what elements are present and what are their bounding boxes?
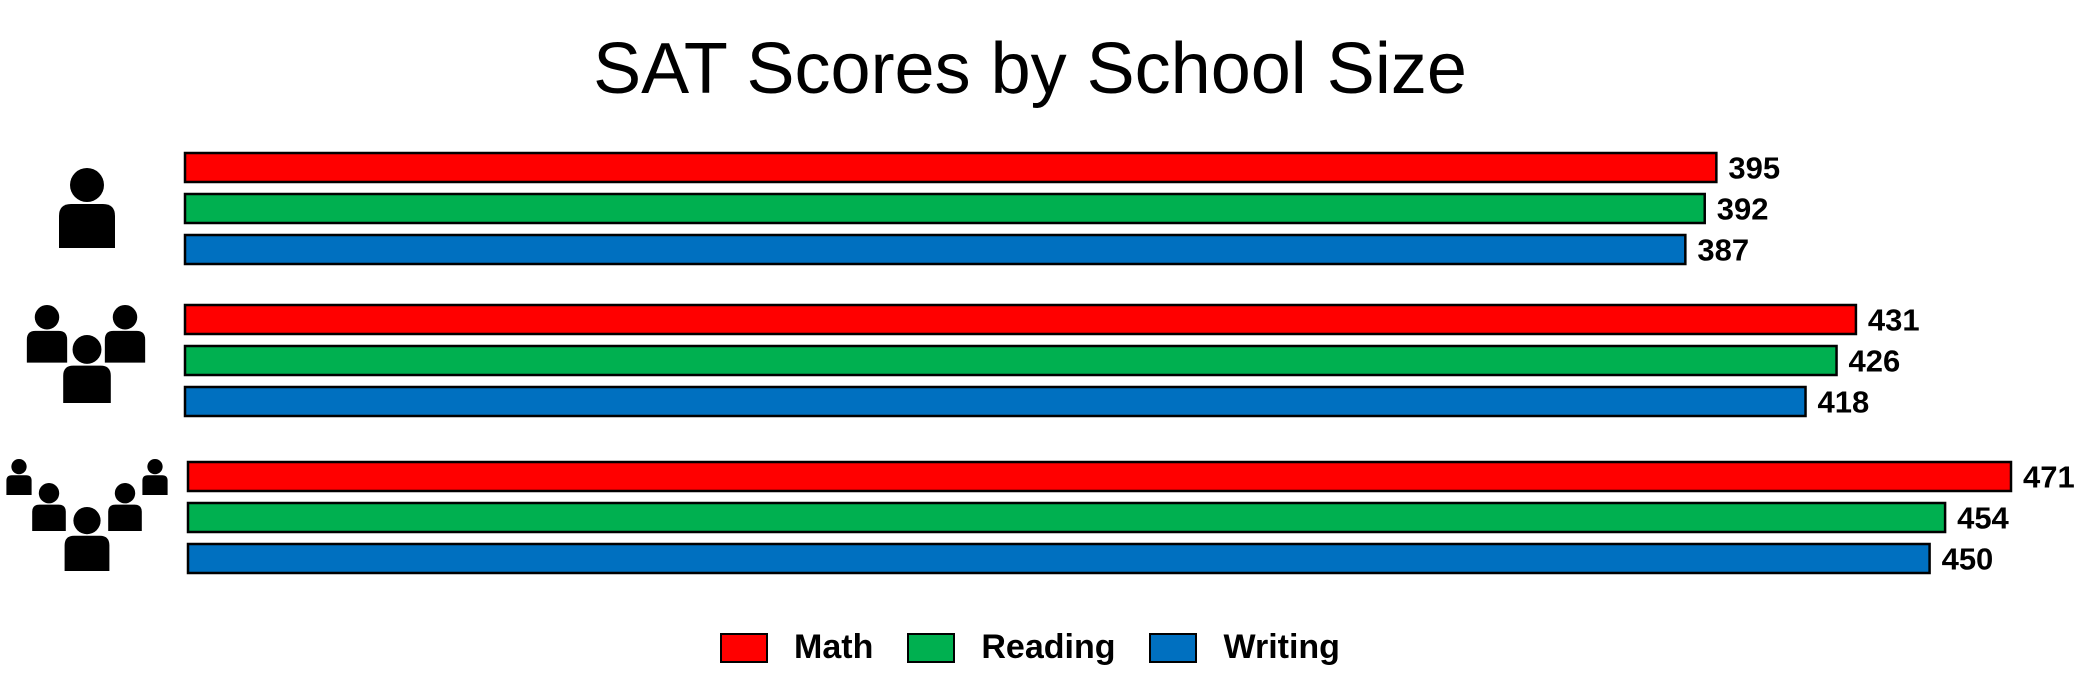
data-label-reading-large-school: 454 [1957,501,2009,536]
person-icon [63,335,111,403]
person-icon [59,168,115,248]
bar-writing-small-school [183,233,1687,266]
legend-swatch-writing [1149,632,1198,663]
person-icon [108,483,142,531]
person-icon [104,305,146,363]
data-label-math-large-school: 471 [2023,460,2075,495]
chart-title: SAT Scores by School Size [593,29,1467,109]
data-label-writing-small-school: 387 [1697,233,1749,268]
legend-label-writing: Writing [1223,628,1340,666]
legend-item-reading: Reading [907,628,1115,667]
data-label-writing-medium-school: 418 [1818,385,1870,420]
legend: Math Reading Writing [0,628,2060,667]
bar-math-large-school [186,460,2013,493]
bar-reading-medium-school [183,344,1838,377]
person-icon [64,506,110,571]
legend-item-math: Math [720,628,873,667]
single-person-icon [59,168,115,248]
bar-writing-medium-school [183,385,1807,418]
person-icon [6,459,32,495]
person-icon [32,483,66,531]
bar-reading-small-school [183,192,1706,225]
category-icons [6,168,168,571]
data-labels: 395 392 387 431 426 418 471 454 450 [1697,151,2074,577]
bar-math-medium-school [183,303,1858,336]
bars [183,151,2013,575]
bar-writing-large-school [186,542,1931,575]
data-label-reading-small-school: 392 [1717,192,1769,227]
data-label-math-medium-school: 431 [1868,303,1920,338]
legend-label-reading: Reading [981,628,1116,666]
legend-item-writing: Writing [1149,628,1340,667]
five-people-icon [6,459,168,571]
person-icon [142,459,168,495]
data-label-writing-large-school: 450 [1942,542,1994,577]
person-icon [26,305,68,363]
bar-reading-large-school [186,501,1947,534]
bar-math-small-school [183,151,1718,184]
data-label-math-small-school: 395 [1728,151,1780,186]
three-people-icon [26,305,146,403]
legend-swatch-reading [907,632,956,663]
legend-label-math: Math [794,628,874,666]
legend-swatch-math [720,632,769,663]
data-label-reading-medium-school: 426 [1849,344,1901,379]
